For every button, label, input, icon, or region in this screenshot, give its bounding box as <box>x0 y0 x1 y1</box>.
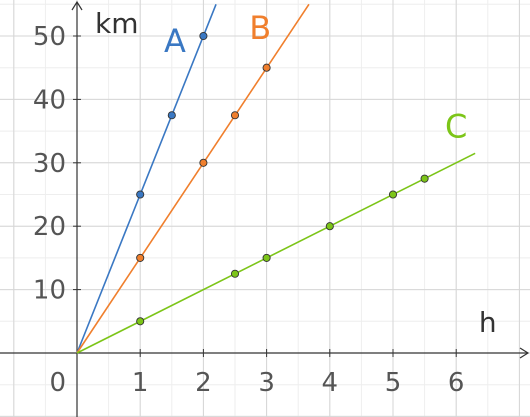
data-point <box>199 31 208 41</box>
origin-label: 0 <box>49 368 66 398</box>
data-point <box>262 253 271 262</box>
series-label-c: C <box>445 107 467 145</box>
x-tick-label: 3 <box>258 368 275 398</box>
data-point <box>136 317 145 326</box>
series-c <box>76 152 476 354</box>
data-point <box>136 253 145 262</box>
series-b <box>76 3 310 354</box>
data-point <box>388 190 398 199</box>
data-point <box>199 158 208 167</box>
x-tick-label: 2 <box>195 368 212 398</box>
x-tick-label: 5 <box>385 368 402 398</box>
series-label-b: B <box>249 9 271 47</box>
data-point <box>230 111 240 120</box>
data-point <box>136 190 145 199</box>
x-tick-label: 4 <box>322 368 339 398</box>
y-axis-label: km <box>95 7 139 40</box>
data-point <box>230 269 240 278</box>
labels-layer: 1 2 3 4 5 6 10 20 30 40 50 0 km h A B C <box>33 7 497 398</box>
y-tick-label: 10 <box>33 276 66 306</box>
series-label-a: A <box>164 22 186 60</box>
series-line-a <box>76 4 217 354</box>
series-layer <box>76 3 476 354</box>
x-axis-arrow <box>519 347 530 359</box>
data-point <box>420 174 429 183</box>
data-point <box>325 222 334 231</box>
x-axis-label: h <box>479 306 497 339</box>
x-tick-label: 6 <box>448 368 465 398</box>
y-tick-label: 40 <box>33 85 66 115</box>
y-tick-label: 30 <box>33 149 66 179</box>
series-a <box>76 4 217 354</box>
y-axis-arrow <box>71 0 83 11</box>
x-tick-label: 1 <box>132 368 149 398</box>
series-line-b <box>76 3 310 354</box>
y-tick-label: 50 <box>33 22 66 52</box>
data-point <box>262 63 271 72</box>
data-point <box>167 111 176 120</box>
y-tick-label: 20 <box>33 212 66 242</box>
